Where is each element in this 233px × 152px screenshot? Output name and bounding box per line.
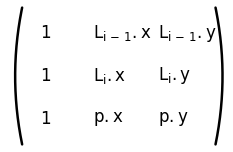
Text: $\mathsf{L_i.x}$: $\mathsf{L_i.x}$: [93, 66, 126, 86]
Text: $\mathsf{L_{i\,-\,1}.y}$: $\mathsf{L_{i\,-\,1}.y}$: [158, 23, 217, 44]
Text: $\mathsf{p.x}$: $\mathsf{p.x}$: [93, 110, 123, 128]
Text: $1$: $1$: [40, 24, 51, 42]
Text: $\mathsf{L_{i\,-\,1}.x}$: $\mathsf{L_{i\,-\,1}.x}$: [93, 23, 152, 43]
Text: $1$: $1$: [40, 67, 51, 85]
Text: $\mathsf{p.y}$: $\mathsf{p.y}$: [158, 110, 189, 128]
Text: $\mathsf{L_i.y}$: $\mathsf{L_i.y}$: [158, 66, 192, 86]
Text: $1$: $1$: [40, 110, 51, 128]
